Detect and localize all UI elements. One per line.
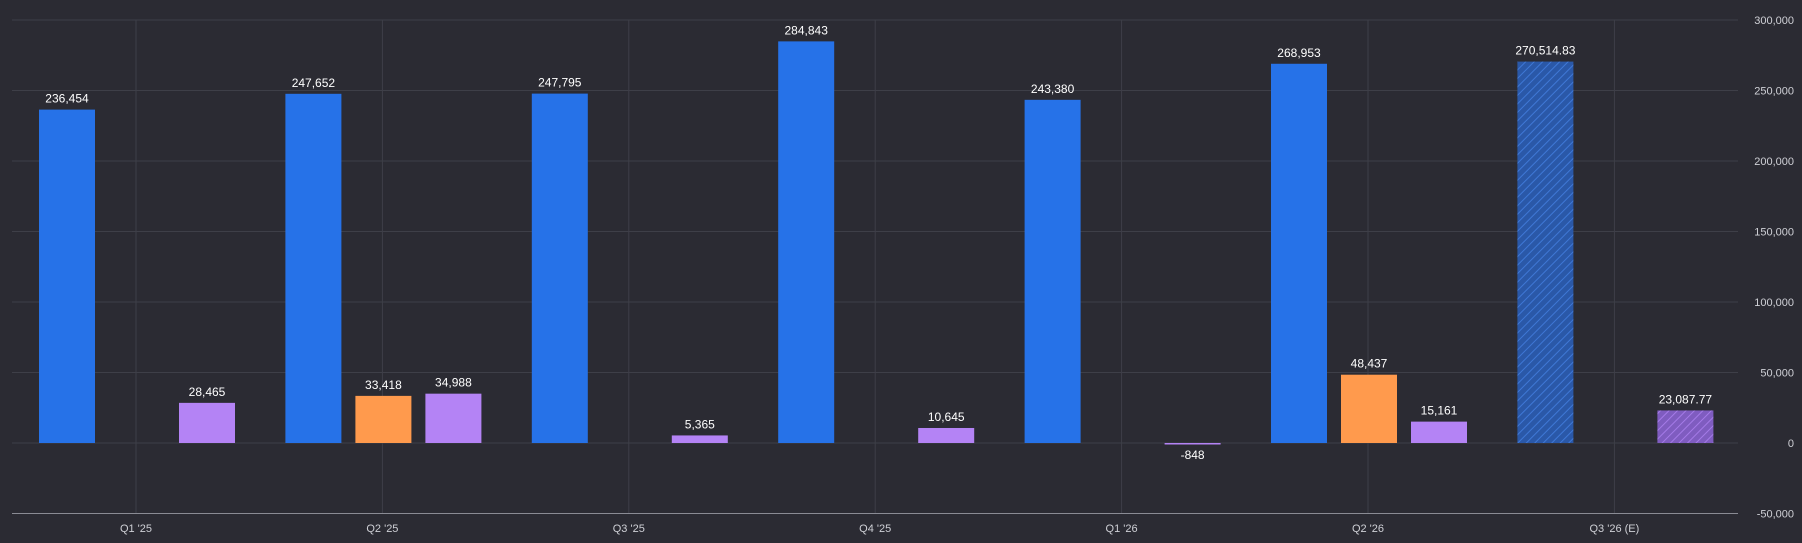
bar <box>1341 374 1397 443</box>
y-tick-label: 150,000 <box>1754 227 1794 239</box>
axes: 300,000 250,000 200,000 150,000 100,000 50,00… <box>12 15 1794 535</box>
x-tick-label: Q1 '25 <box>120 523 152 535</box>
bar <box>1164 443 1221 445</box>
data-label: 48,437 <box>1351 357 1388 371</box>
data-label: 10,645 <box>928 410 965 424</box>
x-tick-label: Q2 '26 <box>1352 523 1384 535</box>
bar <box>285 93 342 444</box>
data-label: 15,161 <box>1421 404 1458 418</box>
x-tick-label: Q2 '25 <box>366 523 398 535</box>
data-label: 243,380 <box>1031 82 1075 96</box>
data-label: 23,087.77 <box>1659 392 1713 406</box>
bar <box>671 435 728 443</box>
bars <box>39 41 1714 445</box>
x-tick-label: Q3 '26 (E) <box>1590 523 1640 535</box>
y-tick-label: 100,000 <box>1754 297 1794 309</box>
bar <box>1411 421 1467 443</box>
data-label: 268,953 <box>1277 46 1321 60</box>
data-label: 34,988 <box>435 376 472 390</box>
bar <box>1024 99 1081 443</box>
bar-estimated <box>1657 410 1714 443</box>
data-label: -848 <box>1181 448 1205 462</box>
data-label: 28,465 <box>189 385 226 399</box>
bar <box>39 109 95 444</box>
data-label: 236,454 <box>45 92 89 106</box>
y-tick-label: 0 <box>1788 438 1794 450</box>
bar-estimated <box>1517 61 1574 443</box>
bar <box>531 93 588 444</box>
bar <box>425 393 482 443</box>
y-tick-label: 250,000 <box>1754 86 1794 98</box>
data-label: 270,514.83 <box>1515 44 1575 58</box>
y-tick-label: 300,000 <box>1754 15 1794 27</box>
x-tick-label: Q1 '26 <box>1106 523 1138 535</box>
x-tick-label: Q4 '25 <box>859 523 891 535</box>
y-tick-label: 50,000 <box>1760 368 1794 380</box>
y-tick-label: -50,000 <box>1757 509 1794 521</box>
y-tick-label: 200,000 <box>1754 156 1794 168</box>
data-labels: 236,454 247,652 247,795 284,843 243,380 268,9… <box>45 23 1712 462</box>
data-label: 33,418 <box>365 378 402 392</box>
grid <box>12 19 1738 514</box>
bar <box>179 402 235 443</box>
bar <box>918 427 975 443</box>
bar <box>355 395 412 443</box>
data-label: 247,652 <box>292 76 336 90</box>
data-label: 5,365 <box>685 417 715 431</box>
data-label: 247,795 <box>538 76 582 90</box>
x-tick-label: Q3 '25 <box>613 523 645 535</box>
bar <box>1271 63 1327 443</box>
data-label: 284,843 <box>785 23 829 37</box>
bar <box>778 41 835 443</box>
